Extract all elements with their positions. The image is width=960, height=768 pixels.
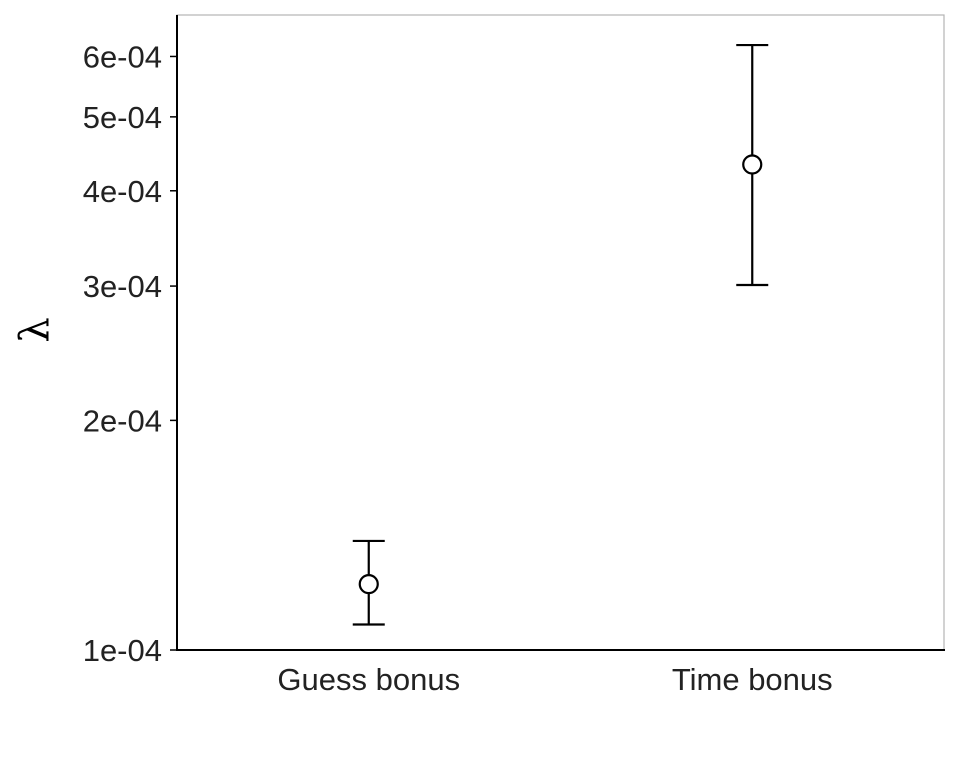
x-tick-labels: Guess bonus Time bonus	[277, 662, 832, 697]
y-tick-label: 3e-04	[83, 269, 162, 304]
data-marks	[352, 43, 769, 626]
data-point	[742, 154, 763, 175]
y-tick-label: 1e-04	[83, 633, 162, 668]
data-point	[358, 574, 379, 595]
y-tick-label: 4e-04	[83, 174, 162, 209]
y-tick-label: 6e-04	[83, 39, 162, 74]
y-tick-label: 5e-04	[83, 100, 162, 135]
y-tick-labels: 1e-04 2e-04 3e-04 4e-04 5e-04 6e-04	[83, 39, 177, 668]
plot-frame	[176, 14, 945, 651]
y-axis-title: λ	[12, 317, 58, 342]
y-tick-label: 2e-04	[83, 403, 162, 438]
x-tick-label: Guess bonus	[277, 662, 460, 697]
x-tick-label: Time bonus	[672, 662, 833, 697]
